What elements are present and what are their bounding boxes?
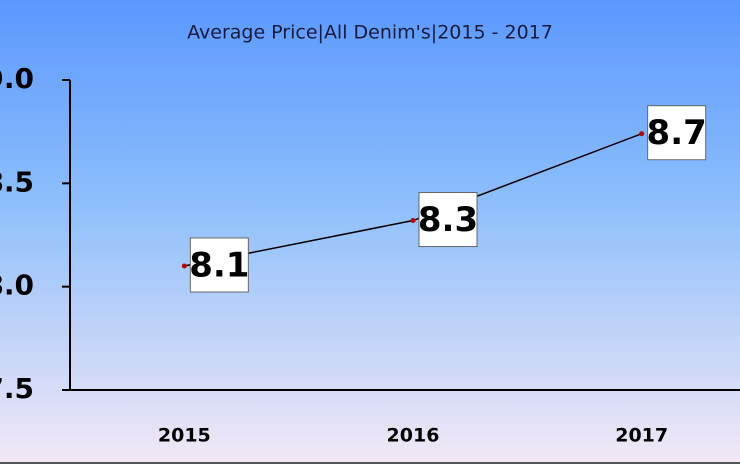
x-tick-label: 2015 (158, 425, 211, 447)
label-box (418, 192, 478, 248)
chart-title: Average Price|All Denim's|2015 - 2017 (187, 22, 553, 44)
y-tick-label: 8.5 (0, 165, 34, 198)
label-box (189, 237, 249, 293)
point (410, 218, 416, 224)
y-tick-label: 9.0 (0, 62, 34, 95)
y-tick-label: 8.0 (0, 269, 34, 302)
point (639, 131, 645, 137)
x-tick-label: 2016 (387, 425, 440, 447)
data-label: 8.3 (418, 200, 478, 240)
background (0, 0, 740, 463)
point (181, 263, 187, 269)
x-tick-label: 2017 (615, 425, 668, 447)
y-tick-label: 7.5 (0, 372, 34, 405)
label-box (647, 105, 707, 161)
data-label: 8.7 (647, 113, 707, 153)
data-label: 8.1 (189, 246, 249, 286)
